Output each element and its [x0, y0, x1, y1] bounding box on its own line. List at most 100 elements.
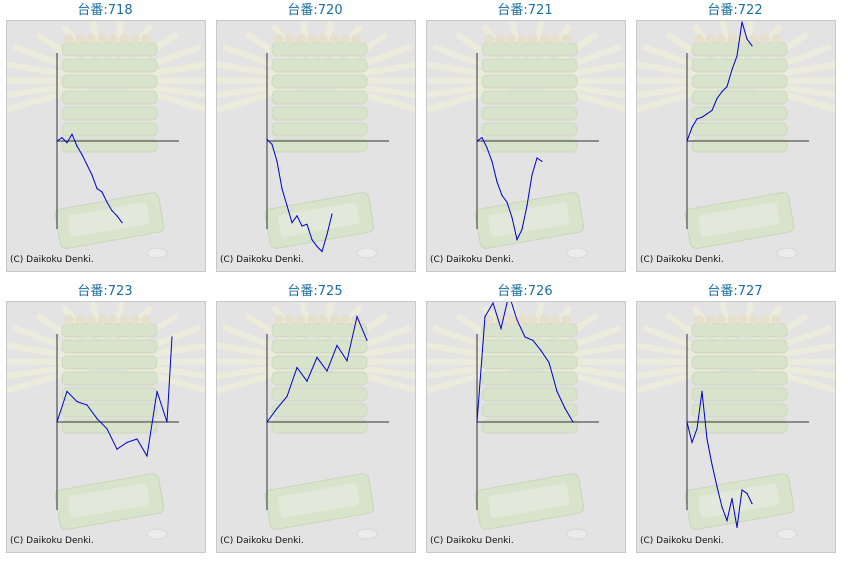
copyright-label: (C) Daikoku Denki. — [220, 255, 304, 265]
data-point — [346, 360, 348, 362]
chart-panel: (C) Daikoku Denki. — [426, 20, 626, 272]
data-point — [316, 356, 318, 358]
chart-cell: 台番:722 (C) Daikoku Denki. — [630, 0, 840, 280]
chart-svg — [7, 302, 205, 540]
data-point — [711, 463, 713, 466]
data-point — [492, 302, 494, 304]
data-point — [711, 109, 713, 111]
chart-title[interactable]: 台番:727 — [707, 284, 763, 299]
chart-svg — [217, 302, 415, 540]
data-point — [731, 497, 733, 500]
data-point — [556, 390, 558, 392]
chart-panel: (C) Daikoku Denki. — [216, 20, 416, 272]
data-point — [564, 407, 566, 409]
chart-svg — [637, 302, 835, 540]
data-point — [721, 91, 723, 93]
data-point — [716, 486, 718, 488]
chart-title[interactable]: 台番:718 — [77, 3, 133, 18]
chart-title[interactable]: 台番:725 — [287, 284, 343, 299]
data-point — [746, 38, 748, 40]
data-point — [306, 223, 308, 225]
copyright-label: (C) Daikoku Denki. — [430, 536, 514, 546]
data-point — [746, 492, 748, 494]
copyright-label: (C) Daikoku Denki. — [10, 255, 94, 265]
data-point — [266, 138, 268, 140]
chart-svg — [7, 21, 205, 259]
data-point — [296, 367, 298, 369]
data-point — [326, 233, 328, 236]
chart-title[interactable]: 台番:722 — [707, 3, 763, 18]
data-point — [171, 336, 173, 338]
background-illustration — [637, 21, 835, 259]
data-point — [701, 116, 703, 118]
series-line — [686, 21, 753, 142]
data-point — [696, 118, 698, 120]
data-point — [281, 188, 283, 190]
chart-cell: 台番:721 (C) Daikoku Denki. — [420, 0, 630, 280]
data-point — [541, 160, 543, 162]
copyright-label: (C) Daikoku Denki. — [10, 536, 94, 546]
data-point — [486, 147, 488, 149]
data-point — [56, 140, 58, 142]
data-point — [526, 205, 528, 207]
data-point — [336, 344, 338, 347]
data-point — [500, 327, 502, 330]
data-point — [266, 421, 268, 423]
data-point — [516, 319, 518, 321]
background-illustration — [427, 21, 625, 259]
data-point — [540, 350, 542, 352]
data-point — [331, 213, 333, 215]
data-point — [706, 113, 708, 115]
data-point — [366, 339, 368, 341]
data-point — [726, 520, 728, 522]
chart-svg — [427, 21, 625, 259]
data-point — [76, 145, 78, 147]
data-point — [81, 154, 83, 156]
series-line — [56, 133, 123, 223]
chart-title[interactable]: 台番:726 — [497, 284, 553, 299]
data-point — [321, 250, 323, 253]
data-point — [146, 455, 148, 457]
data-point — [106, 201, 108, 203]
chart-title[interactable]: 台番:720 — [287, 3, 343, 18]
data-point — [166, 421, 168, 423]
copyright-label: (C) Daikoku Denki. — [640, 536, 724, 546]
copyright-label: (C) Daikoku Denki. — [220, 536, 304, 546]
data-point — [511, 216, 513, 219]
chart-panel: (C) Daikoku Denki. — [6, 301, 206, 553]
chart-title[interactable]: 台番:721 — [497, 3, 553, 18]
data-point — [516, 239, 518, 241]
data-point — [316, 245, 318, 247]
chart-cell: 台番:723 (C) Daikoku Denki. — [0, 281, 210, 561]
data-point — [741, 489, 743, 491]
data-point — [532, 339, 534, 341]
data-point — [286, 395, 288, 398]
chart-panel: (C) Daikoku Denki. — [6, 20, 206, 272]
data-point — [111, 210, 113, 212]
data-point — [521, 228, 523, 230]
data-point — [691, 126, 693, 128]
data-point — [691, 441, 693, 443]
data-point — [121, 222, 123, 224]
data-point — [276, 160, 278, 162]
background-illustration — [217, 21, 415, 259]
data-point — [751, 503, 753, 505]
chart-svg — [217, 21, 415, 259]
chart-svg — [637, 21, 835, 259]
data-point — [741, 21, 743, 23]
data-point — [71, 133, 73, 135]
copyright-label: (C) Daikoku Denki. — [640, 255, 724, 265]
data-point — [736, 526, 738, 528]
data-point — [531, 174, 533, 176]
data-point — [686, 421, 688, 423]
chart-title[interactable]: 台番:723 — [77, 284, 133, 299]
data-point — [751, 45, 753, 47]
data-point — [76, 401, 78, 403]
data-point — [61, 137, 63, 139]
chart-cell: 台番:726 (C) Daikoku Denki. — [420, 281, 630, 561]
data-point — [726, 86, 728, 88]
chart-panel: (C) Daikoku Denki. — [426, 301, 626, 553]
data-point — [572, 421, 574, 423]
data-point — [116, 448, 118, 450]
